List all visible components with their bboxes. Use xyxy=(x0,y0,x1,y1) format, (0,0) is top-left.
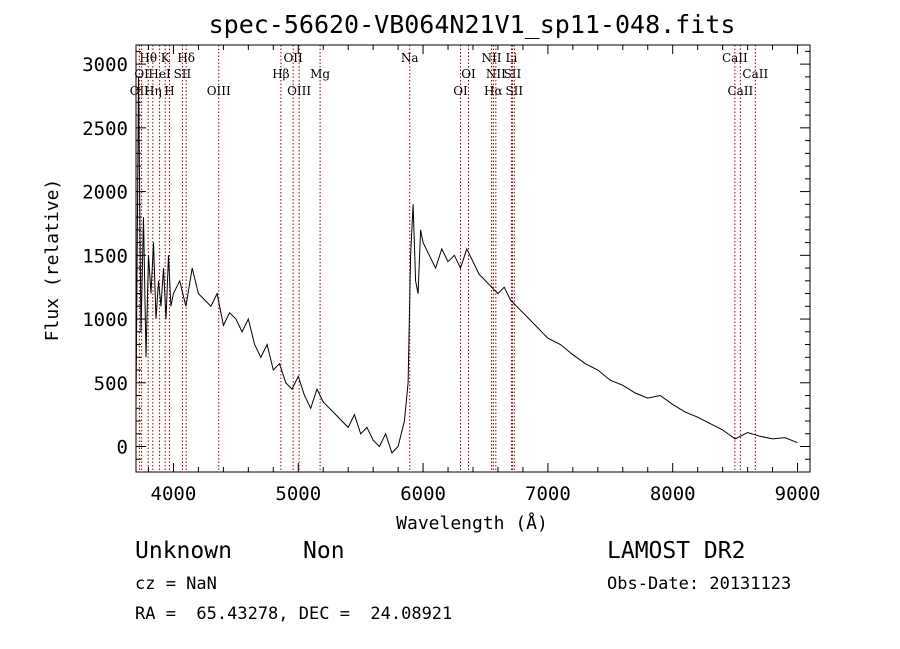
spectral-line-label: CaII xyxy=(722,51,748,65)
spectrum-chart: spec-56620-VB064N21V1_sp11-048.fits Hθ K H… xyxy=(42,10,820,534)
spectral-line-label: Hθ xyxy=(139,51,157,65)
y-tick-label: 2000 xyxy=(82,182,128,204)
ra-dec-coords: RA = 65.43278, DEC = 24.08921 xyxy=(135,604,453,624)
x-tick-label: 7000 xyxy=(525,483,571,505)
y-tick-label: 500 xyxy=(94,373,128,395)
y-tick-label: 2500 xyxy=(82,118,128,140)
spectral-line-label: Na xyxy=(401,51,419,65)
redshift-cz: cz = NaN xyxy=(135,574,217,594)
spectral-line-label: OI xyxy=(453,84,468,98)
spectral-line-label: SII xyxy=(505,84,523,98)
object-class: Unknown xyxy=(135,538,232,564)
spectral-line-label: OI xyxy=(134,67,149,81)
spectral-line-label: CaII xyxy=(727,84,753,98)
object-subclass: Non xyxy=(303,538,345,564)
x-tick-label: 6000 xyxy=(400,483,446,505)
spectral-line-label: SII xyxy=(174,67,192,81)
spectral-line-label: Hδ xyxy=(177,51,195,65)
observation-date: Obs-Date: 20131123 xyxy=(607,574,792,594)
x-tick-label: 8000 xyxy=(650,483,696,505)
chart-title: spec-56620-VB064N21V1_sp11-048.fits xyxy=(209,10,736,39)
x-axis-label: Wavelength (Å) xyxy=(396,512,548,534)
y-tick-label: 1000 xyxy=(82,309,128,331)
y-tick-label: 1500 xyxy=(82,245,128,267)
spectral-line-label: H xyxy=(164,84,174,98)
spectral-line-label: OII xyxy=(283,51,303,65)
spectral-line-label: NII xyxy=(486,67,506,81)
spectral-line-label: OI xyxy=(461,67,476,81)
y-tick-label: 3000 xyxy=(82,54,128,76)
spectral-line-label: K xyxy=(161,51,171,65)
axis-ticks: 4000 5000 6000 7000 8000 9000 0 500 1000 1500 2000… xyxy=(82,45,820,505)
spectral-line-label: Li xyxy=(506,51,518,65)
spectral-line-label: Hα xyxy=(484,84,503,98)
y-axis-label: Flux (relative) xyxy=(42,179,63,342)
spectral-line-label: SII xyxy=(504,67,522,81)
spectral-line-label: OII xyxy=(130,84,150,98)
x-tick-label: 5000 xyxy=(275,483,321,505)
spectrum-series-line xyxy=(135,76,798,454)
plot-frame xyxy=(135,44,811,473)
spectral-line-label: HeI xyxy=(148,67,171,81)
spectral-line-label: Hβ xyxy=(272,67,289,81)
spectral-line-label: OIII xyxy=(207,84,231,98)
spectral-line-label: NII xyxy=(481,51,501,65)
x-tick-label: 9000 xyxy=(775,483,821,505)
spectral-line-label: Hη xyxy=(144,84,162,98)
spectral-line-label: OIII xyxy=(287,84,311,98)
survey-name: LAMOST DR2 xyxy=(607,538,746,564)
x-tick-label: 4000 xyxy=(151,483,197,505)
spectral-line-label: Mg xyxy=(310,67,330,81)
y-tick-label: 0 xyxy=(117,437,128,459)
spectral-line-label: CaII xyxy=(742,67,768,81)
